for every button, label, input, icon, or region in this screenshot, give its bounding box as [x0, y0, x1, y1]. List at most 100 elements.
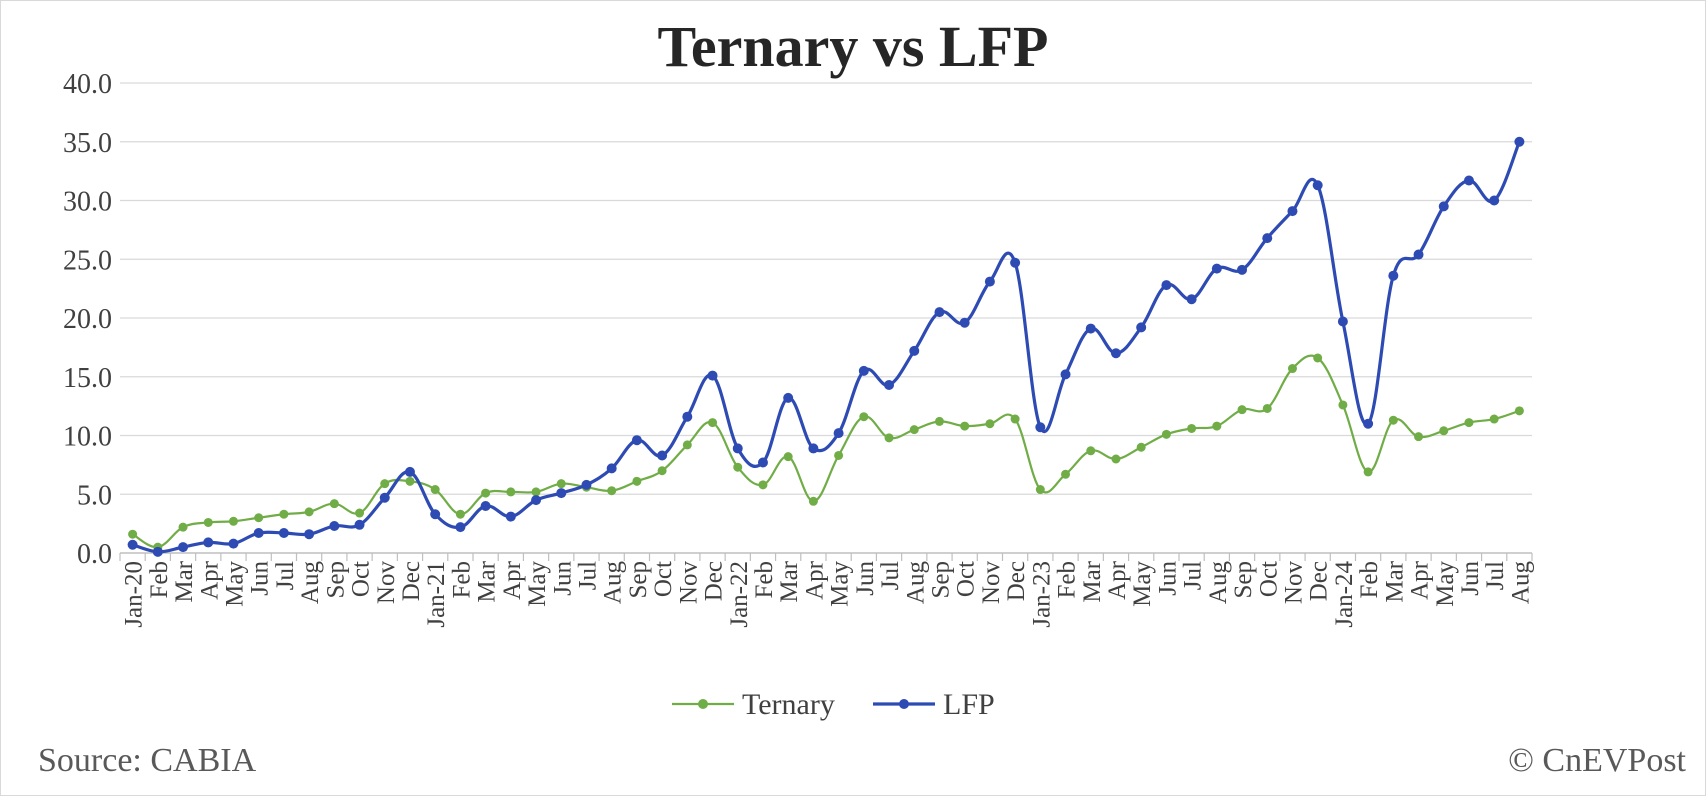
x-tick-label: Feb [751, 561, 778, 599]
x-tick-label: Jan-20 [121, 561, 148, 628]
data-point-ternary [1262, 403, 1272, 413]
data-point-lfp [1337, 316, 1348, 327]
y-tick-label: 20.0 [63, 304, 112, 335]
data-point-lfp [379, 492, 390, 503]
data-point-ternary [1237, 405, 1247, 415]
x-tick-label: Jul [877, 561, 904, 590]
x-tick-label: Aug [902, 561, 929, 605]
data-point-ternary [228, 516, 238, 526]
x-tick-label: Feb [1054, 561, 1081, 599]
y-tick-label: 10.0 [63, 422, 112, 453]
x-tick-label: Sep [322, 561, 349, 599]
data-point-lfp [127, 539, 138, 550]
data-point-lfp [455, 522, 466, 533]
data-point-ternary [1187, 423, 1197, 433]
data-point-ternary [506, 487, 516, 497]
data-point-ternary [1338, 400, 1348, 410]
x-tick-label: Sep [927, 561, 954, 599]
x-tick-label: Sep [1230, 561, 1257, 599]
x-tick-label: Oct [348, 561, 375, 597]
data-point-ternary [1086, 446, 1096, 456]
y-tick-label: 30.0 [63, 187, 112, 218]
x-tick-label: Mar [1381, 560, 1408, 602]
x-tick-label: Mar [171, 560, 198, 602]
x-tick-label: Jun [1154, 561, 1181, 596]
data-point-lfp [556, 488, 567, 499]
x-tick-label: Dec [398, 561, 425, 601]
x-tick-label: Jan-24 [1331, 561, 1358, 628]
series-lfp [127, 136, 1525, 557]
data-point-ternary [834, 450, 844, 460]
data-point-ternary [1111, 454, 1121, 464]
data-point-lfp [1463, 175, 1474, 186]
x-tick-label: May [524, 561, 551, 607]
data-point-ternary [1439, 426, 1449, 436]
data-point-ternary [758, 480, 768, 490]
y-tick-label: 35.0 [63, 128, 112, 159]
data-point-lfp [682, 411, 693, 422]
x-tick-label: Feb [1356, 561, 1383, 599]
y-tick-label: 5.0 [77, 480, 112, 511]
data-point-ternary [1010, 414, 1020, 424]
data-point-lfp [783, 392, 794, 403]
x-tick-label: May [1432, 561, 1459, 607]
data-point-lfp [657, 450, 668, 461]
x-tick-label: Aug [297, 561, 324, 605]
data-point-lfp [1388, 270, 1399, 281]
data-point-ternary [405, 476, 415, 486]
x-tick-label: Oct [953, 561, 980, 597]
data-point-ternary [254, 513, 264, 523]
data-point-lfp [1262, 233, 1273, 244]
data-point-ternary [884, 433, 894, 443]
x-tick-label: Dec [1003, 561, 1030, 601]
legend-item-lfp: LFP [873, 688, 995, 721]
data-point-ternary [1313, 353, 1323, 363]
series-line-ternary [132, 354, 1520, 549]
data-point-lfp [228, 538, 239, 549]
data-point-lfp [278, 528, 289, 539]
x-tick-label: Jan-21 [423, 561, 450, 628]
data-point-ternary [1061, 469, 1071, 479]
x-tick-label: Nov [1280, 561, 1307, 605]
series-lines [127, 136, 1525, 557]
data-point-ternary [1363, 467, 1373, 477]
x-tick-label: Apr [499, 560, 526, 600]
data-point-ternary [632, 476, 642, 486]
data-point-lfp [707, 370, 718, 381]
data-point-ternary [1514, 406, 1524, 416]
y-tick-label: 0.0 [77, 539, 112, 570]
data-point-lfp [1237, 264, 1248, 275]
data-point-lfp [480, 501, 491, 511]
x-tick-label: May [1129, 561, 1156, 607]
x-tick-label: Jun [852, 561, 879, 596]
legend: Ternary LFP [672, 688, 995, 721]
y-tick-label: 25.0 [63, 245, 112, 276]
data-point-ternary [909, 425, 919, 435]
data-point-ternary [859, 412, 869, 422]
x-tick-label: Sep [625, 561, 652, 599]
data-point-lfp [1186, 294, 1197, 305]
x-tick-label: Jan-22 [726, 561, 753, 628]
data-point-lfp [505, 511, 516, 522]
data-point-lfp [1438, 201, 1449, 212]
x-tick-label: May [221, 561, 248, 607]
gridlines [120, 82, 1532, 554]
x-tick-label: Oct [1255, 561, 1282, 597]
data-point-lfp [404, 466, 415, 477]
y-axis-ticks: 0.0 5.0 10.0 15.0 20.0 25.0 30.0 35.0 40.0 [63, 69, 112, 570]
data-point-ternary [1212, 421, 1222, 431]
data-point-lfp [1514, 136, 1525, 147]
data-point-lfp [1085, 323, 1096, 334]
x-tick-label: Mar [776, 560, 803, 602]
data-point-ternary [178, 522, 188, 532]
data-point-lfp [959, 317, 970, 328]
data-point-ternary [808, 496, 818, 506]
data-point-lfp [304, 529, 315, 540]
x-tick-label: Mar [1079, 560, 1106, 602]
x-tick-label: Nov [675, 561, 702, 605]
data-point-ternary [329, 499, 339, 509]
data-point-lfp [329, 520, 340, 531]
data-point-lfp [858, 365, 869, 376]
data-point-ternary [607, 486, 617, 496]
y-tick-label: 15.0 [63, 363, 112, 394]
